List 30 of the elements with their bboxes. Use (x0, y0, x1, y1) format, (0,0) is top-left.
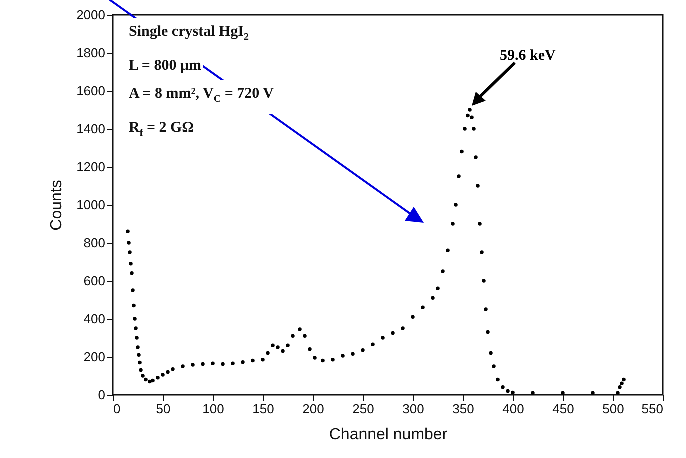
y-tick-label: 200 (84, 350, 106, 364)
x-tick-label: 200 (302, 402, 324, 416)
x-tick-label: 400 (502, 402, 524, 416)
x-tick-label: 550 (642, 402, 664, 416)
y-tick-label: 800 (84, 236, 106, 250)
y-tick-label: 1800 (76, 46, 106, 60)
y-tick-label: 0 (98, 388, 106, 402)
y-tick-label: 1200 (76, 160, 106, 174)
annotation: A = 8 mm², V$_{C}$ = 720 V (127, 80, 276, 114)
x-tick-label: 500 (602, 402, 624, 416)
x-tick-label: 300 (402, 402, 424, 416)
y-tick-label: 1600 (76, 84, 106, 98)
x-tick-label: 50 (156, 402, 171, 416)
annotation: 59.6 keV (500, 48, 556, 65)
annotation: Single crystal HgI$_{2}$ (127, 18, 251, 52)
y-tick-label: 600 (84, 274, 106, 288)
y-axis-title: Counts (48, 180, 66, 231)
y-tick-label: 1000 (76, 198, 106, 212)
x-tick-label: 350 (452, 402, 474, 416)
x-tick-label: 250 (352, 402, 374, 416)
y-tick-label: 400 (84, 312, 106, 326)
x-tick-label: 150 (252, 402, 274, 416)
annotation: L = 800 μm (127, 52, 204, 80)
x-tick-label: 450 (552, 402, 574, 416)
y-tick-label: 1400 (76, 122, 106, 136)
annotation: R$_{f}$ = 2 GΩ (127, 114, 196, 148)
x-tick-label: 100 (202, 402, 224, 416)
y-tick-label: 2000 (76, 8, 106, 22)
x-tick-label: 0 (114, 402, 121, 416)
x-axis-title: Channel number (329, 426, 448, 444)
